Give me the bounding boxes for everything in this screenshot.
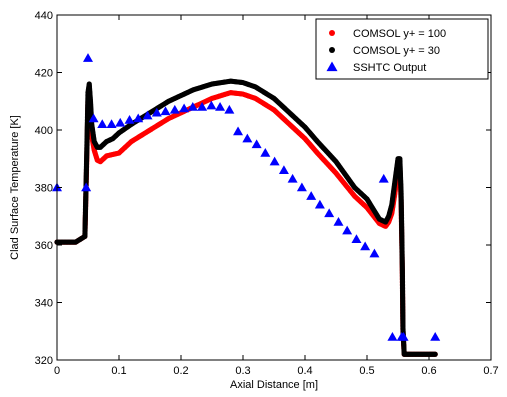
x-tick-label: 0.1	[111, 365, 126, 377]
x-tick-label: 0.4	[297, 365, 312, 377]
y-tick-label: 340	[35, 298, 53, 310]
data-point	[160, 106, 171, 116]
data-point	[197, 102, 208, 111]
data-point	[269, 156, 280, 166]
data-point	[387, 332, 398, 341]
legend: COMSOL y+ = 100 COMSOL y+ = 30 SSHTC Outpu…	[315, 18, 489, 80]
data-point	[83, 53, 93, 62]
data-point	[398, 332, 409, 341]
data-point	[306, 191, 317, 200]
axis-ticks: 0 0.1 0.2 0.3 0.4 0.5 0.6 0.7 320 340 360 380 400 420…	[35, 10, 499, 377]
data-point	[97, 119, 108, 128]
y-tick-label: 420	[35, 68, 53, 80]
data-point	[169, 104, 180, 114]
data-point	[179, 103, 190, 113]
data-point	[187, 102, 198, 111]
data-point	[106, 119, 117, 128]
x-tick-label: 0.7	[483, 365, 498, 377]
data-point	[206, 100, 217, 110]
legend-box	[315, 18, 489, 80]
data-point	[369, 248, 380, 258]
legend-entry: COMSOL y+ = 30	[353, 45, 440, 57]
data-point	[333, 217, 344, 226]
series-2	[52, 53, 441, 341]
data-point	[360, 241, 371, 251]
data-point	[430, 332, 441, 341]
data-point	[324, 208, 335, 218]
x-tick-label: 0.5	[359, 365, 374, 377]
legend-marker	[329, 30, 335, 36]
legend-marker	[329, 47, 335, 53]
x-tick-label: 0.3	[235, 365, 250, 377]
data-point	[215, 102, 226, 111]
data-point	[124, 114, 135, 124]
data-point	[260, 148, 271, 157]
legend-entry: SSHTC Output	[353, 62, 426, 74]
legend-marker	[326, 61, 338, 72]
y-axis-label: Clad Surface Temperature [K]	[9, 115, 21, 260]
data-point	[115, 117, 126, 127]
legend-entry: COMSOL y+ = 100	[353, 28, 446, 40]
x-tick-label: 0	[54, 365, 60, 377]
data-point	[342, 225, 353, 235]
y-tick-label: 320	[35, 355, 53, 367]
x-axis-label: Axial Distance [m]	[230, 379, 318, 391]
data-point	[314, 199, 325, 209]
data-point	[133, 113, 144, 123]
data-point	[233, 126, 244, 136]
data-point	[278, 165, 289, 174]
data-point	[151, 107, 162, 117]
y-tick-label: 440	[35, 10, 53, 22]
data-point	[251, 139, 262, 149]
data-point	[351, 234, 362, 243]
y-tick-label: 360	[35, 240, 53, 252]
data-point	[287, 173, 298, 183]
series-1	[54, 78, 438, 357]
data-point	[81, 182, 92, 192]
y-tick-label: 380	[35, 183, 53, 195]
x-tick-label: 0.6	[421, 365, 436, 377]
data-point	[88, 113, 99, 123]
data-point	[242, 133, 253, 143]
data-point	[378, 173, 389, 183]
data-point	[224, 104, 235, 114]
plot-data	[52, 53, 441, 357]
data-point	[432, 351, 438, 357]
data-point	[296, 182, 307, 192]
x-tick-label: 0.2	[173, 365, 188, 377]
data-point	[142, 110, 153, 120]
y-tick-label: 400	[35, 125, 53, 137]
